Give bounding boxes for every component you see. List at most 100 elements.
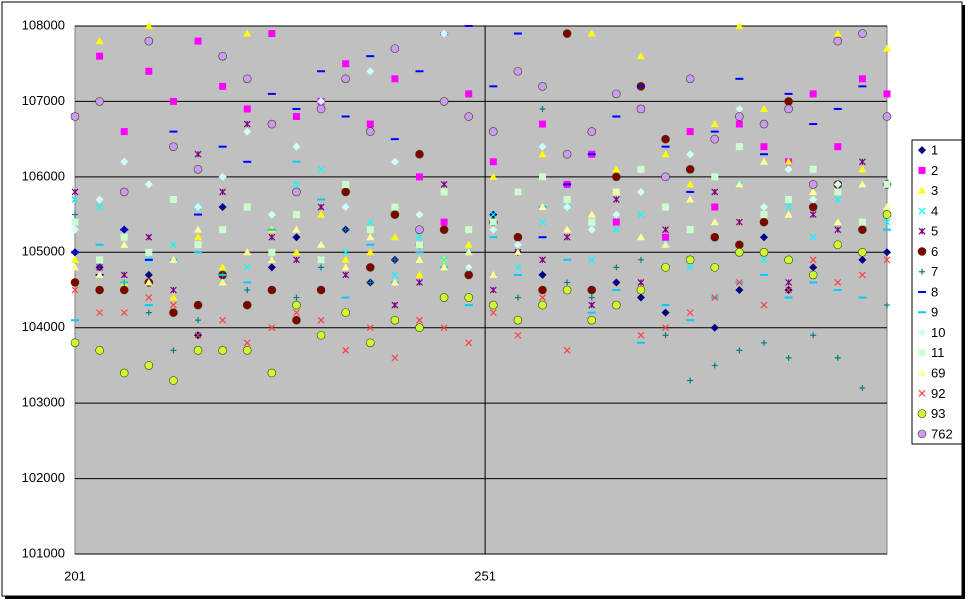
marker — [120, 157, 129, 166]
marker — [439, 97, 449, 106]
marker — [415, 149, 424, 159]
marker — [834, 196, 842, 203]
marker — [883, 218, 891, 226]
legend-marker — [917, 247, 927, 256]
marker — [268, 30, 276, 38]
y-tick-label: 105000 — [22, 244, 65, 259]
marker — [341, 74, 350, 84]
marker — [317, 256, 325, 264]
marker — [243, 263, 251, 271]
marker — [145, 233, 153, 241]
marker — [710, 323, 719, 332]
y-tick-label: 104000 — [22, 319, 65, 334]
marker — [514, 188, 522, 196]
marker — [391, 271, 399, 279]
marker — [785, 354, 792, 361]
legend-marker — [918, 146, 926, 155]
marker — [366, 120, 374, 128]
marker — [612, 300, 621, 310]
marker — [71, 218, 79, 226]
marker — [120, 309, 128, 317]
x-tick-label: 201 — [64, 568, 86, 583]
marker — [391, 301, 399, 309]
marker — [562, 285, 572, 295]
marker — [809, 233, 817, 241]
marker — [317, 97, 326, 106]
marker — [464, 263, 473, 272]
marker — [144, 36, 154, 46]
marker — [760, 211, 768, 219]
marker — [145, 309, 152, 316]
marker — [636, 285, 646, 295]
marker — [489, 225, 498, 234]
marker — [318, 264, 325, 271]
marker — [587, 127, 597, 136]
marker — [169, 308, 178, 317]
marker — [390, 233, 399, 241]
marker — [637, 165, 645, 173]
marker — [440, 218, 448, 226]
marker — [539, 256, 546, 264]
marker — [784, 97, 793, 106]
legend-label: 9 — [931, 305, 938, 320]
marker — [736, 347, 743, 354]
marker — [636, 104, 646, 114]
marker — [242, 300, 252, 310]
marker — [219, 188, 227, 196]
marker — [587, 225, 596, 234]
marker — [637, 256, 644, 263]
legend-label: 5 — [931, 224, 938, 239]
marker — [711, 188, 719, 196]
marker — [563, 203, 572, 212]
marker — [588, 294, 595, 301]
marker — [144, 278, 153, 286]
marker — [685, 165, 695, 174]
marker — [588, 301, 596, 309]
marker — [244, 287, 251, 293]
marker — [119, 187, 129, 197]
marker — [342, 180, 350, 188]
marker — [193, 165, 203, 174]
legend-marker — [917, 409, 927, 418]
marker — [513, 66, 523, 76]
marker — [415, 210, 424, 219]
marker — [268, 324, 276, 332]
marker — [858, 225, 867, 234]
marker — [735, 104, 744, 113]
marker — [341, 308, 350, 317]
marker — [711, 294, 719, 301]
marker — [612, 218, 620, 226]
marker — [858, 218, 866, 226]
marker — [267, 210, 276, 219]
marker — [759, 157, 768, 165]
marker — [193, 300, 203, 310]
marker — [539, 294, 546, 301]
marker — [415, 173, 423, 181]
marker — [784, 210, 793, 218]
marker — [72, 211, 78, 218]
marker — [464, 240, 473, 248]
marker — [120, 233, 128, 241]
marker — [564, 279, 571, 286]
marker — [759, 104, 768, 112]
marker — [637, 211, 645, 218]
marker — [759, 233, 768, 242]
marker — [415, 323, 424, 333]
marker — [95, 346, 104, 355]
marker — [514, 331, 522, 339]
marker — [735, 279, 743, 286]
marker — [809, 187, 818, 195]
marker — [735, 120, 743, 128]
marker — [858, 180, 867, 188]
marker — [562, 149, 572, 159]
marker — [120, 271, 128, 279]
marker — [686, 309, 694, 317]
marker — [218, 203, 227, 212]
marker — [194, 37, 202, 45]
marker — [390, 278, 399, 286]
marker — [366, 67, 375, 76]
legend-label: 6 — [931, 244, 938, 259]
marker — [538, 270, 547, 279]
marker — [833, 240, 843, 250]
marker — [489, 127, 498, 136]
